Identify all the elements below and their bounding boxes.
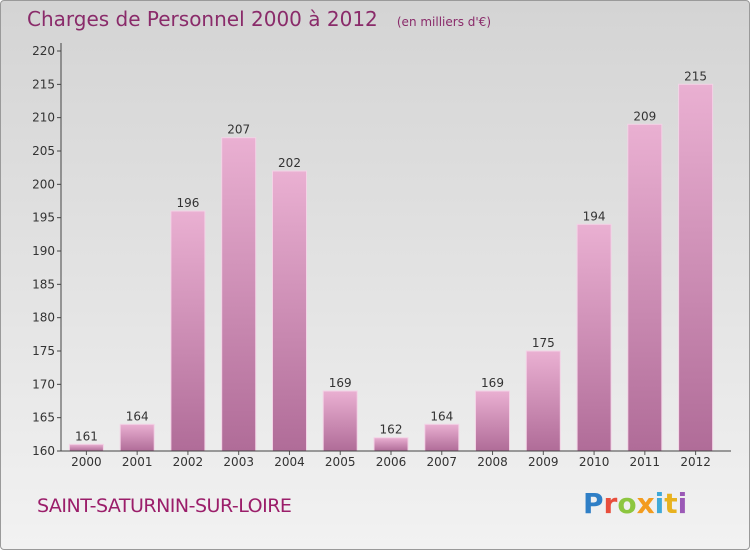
y-tick-label-180: 180 xyxy=(32,311,55,325)
y-tick-label-220: 220 xyxy=(32,44,55,58)
proxiti-logo[interactable]: Proxiti xyxy=(583,487,688,520)
chart-title: Charges de Personnel 2000 à 2012 xyxy=(27,7,378,31)
axis-layer: 2000 2001 2002 2003 2004 2005 2006 2007 2008 2009… xyxy=(32,43,731,469)
value-label-2010: 194 xyxy=(583,209,606,223)
y-tick-label-165: 165 xyxy=(32,411,55,425)
value-label-2002: 196 xyxy=(176,196,199,210)
y-tick-label-210: 210 xyxy=(32,111,55,125)
commune-name: SAINT-SATURNIN-SUR-LOIRE xyxy=(37,495,292,517)
x-tick-label-2012: 2012 xyxy=(680,455,711,469)
x-tick-label-2011: 2011 xyxy=(630,455,661,469)
bar-2006 xyxy=(373,437,409,452)
x-tick-label-2001: 2001 xyxy=(122,455,153,469)
x-tick-label-2008: 2008 xyxy=(477,455,508,469)
y-tick-label-205: 205 xyxy=(32,144,55,158)
y-tick-label-195: 195 xyxy=(32,211,55,225)
value-label-2011: 209 xyxy=(633,109,656,123)
x-tick-label-2010: 2010 xyxy=(579,455,610,469)
y-tick-label-160: 160 xyxy=(32,444,55,458)
bar-2011 xyxy=(627,123,663,452)
value-label-2009: 175 xyxy=(532,336,555,350)
x-tick-label-2007: 2007 xyxy=(427,455,458,469)
x-tick-label-2000: 2000 xyxy=(71,455,102,469)
x-tick-label-2004: 2004 xyxy=(274,455,305,469)
bar-2002 xyxy=(170,210,206,452)
x-tick-label-2009: 2009 xyxy=(528,455,559,469)
y-tick-label-170: 170 xyxy=(32,377,55,391)
value-label-2012: 215 xyxy=(684,69,707,83)
value-label-2007: 164 xyxy=(430,409,453,423)
bar-2003 xyxy=(221,137,257,452)
title-row: Charges de Personnel 2000 à 2012 (en mil… xyxy=(27,7,491,31)
x-tick-label-2005: 2005 xyxy=(325,455,356,469)
bar-2008 xyxy=(475,390,510,452)
y-tick-label-215: 215 xyxy=(32,77,55,91)
bars-layer: 161 164 196 207 202 169 162 164 169 175 194 209 215 xyxy=(68,69,714,452)
y-tick-label-175: 175 xyxy=(32,344,55,358)
value-label-2005: 169 xyxy=(329,376,352,390)
x-tick-label-2002: 2002 xyxy=(173,455,204,469)
bar-2005 xyxy=(322,390,358,452)
y-tick-label-185: 185 xyxy=(32,277,55,291)
value-label-2008: 169 xyxy=(481,376,504,390)
value-label-2004: 202 xyxy=(278,156,301,170)
value-label-2001: 164 xyxy=(126,409,149,423)
bar-2012 xyxy=(678,83,714,452)
bar-2001 xyxy=(119,423,155,452)
value-label-2003: 207 xyxy=(227,123,250,137)
bar-2007 xyxy=(424,423,460,452)
value-label-2006: 162 xyxy=(380,423,403,437)
x-tick-label-2006: 2006 xyxy=(376,455,407,469)
value-label-2000: 161 xyxy=(75,429,98,443)
y-tick-label-190: 190 xyxy=(32,244,55,258)
bar-2004 xyxy=(272,170,307,452)
y-tick-label-200: 200 xyxy=(32,177,55,191)
bar-2010 xyxy=(576,223,612,452)
x-tick-label-2003: 2003 xyxy=(223,455,254,469)
chart-subtitle: (en milliers d'€) xyxy=(396,15,491,29)
bar-2009 xyxy=(525,350,561,452)
bar-2000 xyxy=(68,443,104,452)
